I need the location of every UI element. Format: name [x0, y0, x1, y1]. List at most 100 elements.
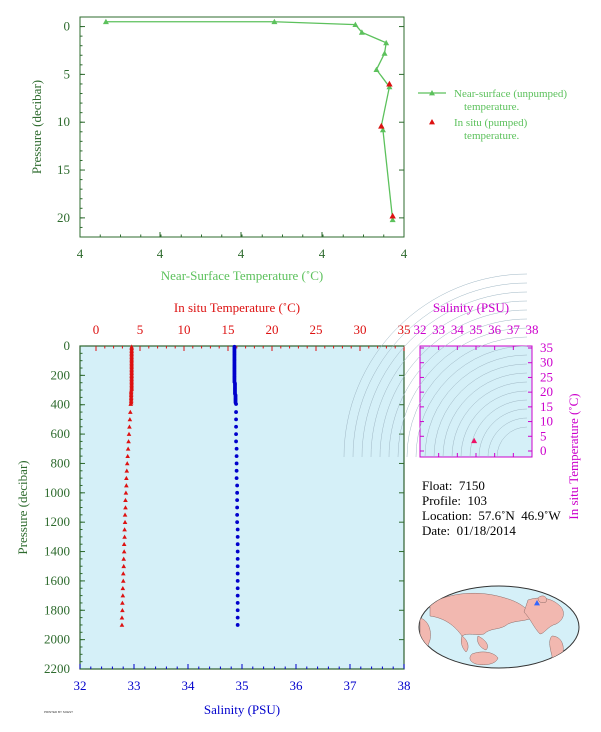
density-contour — [478, 408, 528, 458]
ts-temp-title: In situ Temperature (˚C) — [566, 393, 581, 519]
north-america-landmass — [523, 597, 564, 635]
near-surface-point — [381, 50, 388, 56]
sal-tick-label: 36 — [290, 678, 304, 693]
pres-tick-label: 800 — [51, 455, 71, 470]
ts-sal-tick-label: 38 — [526, 322, 539, 337]
salinity-point — [235, 571, 240, 576]
ts-sal-tick-label: 35 — [470, 322, 483, 337]
pres-tick-label: 200 — [51, 367, 71, 382]
temp-point — [127, 417, 133, 422]
temp-point — [124, 468, 130, 473]
temp-point — [126, 431, 132, 436]
world-map — [418, 585, 580, 669]
legend-label-near-surface: Near-surface (unpumped) — [454, 88, 567, 100]
salinity-point — [235, 593, 240, 598]
float-info: Float: 7150 Profile: 103 Location: 57.6˚… — [422, 478, 561, 538]
ts-sal-tick-label: 34 — [451, 322, 465, 337]
pres-tick-label: 1800 — [44, 602, 70, 617]
salinity-point — [234, 432, 238, 436]
salinity-point — [235, 579, 240, 583]
sal-tick-label: 35 — [236, 678, 249, 693]
se-asia-landmass — [477, 635, 488, 651]
salinity-point — [234, 424, 238, 429]
temp-point — [124, 461, 130, 466]
salinity-point — [235, 520, 240, 525]
pres-tick-label: 1600 — [44, 573, 70, 588]
pres-tick-label: 2000 — [44, 632, 70, 647]
near-surface-point — [386, 83, 393, 90]
salinity-point — [234, 410, 238, 414]
temp-point — [120, 607, 125, 613]
salinity-point — [235, 498, 240, 503]
ts-point — [471, 437, 478, 444]
temp-point — [127, 424, 132, 429]
ts-temp-tick-label: 15 — [540, 399, 553, 414]
main-plot-frame — [79, 345, 405, 670]
ts-temp-tick-label: 0 — [540, 443, 547, 458]
temp-point — [120, 585, 126, 591]
ts-temp-tick-label: 10 — [540, 414, 553, 429]
near-surface-point — [373, 66, 380, 73]
in-situ-point — [389, 212, 396, 219]
density-contour — [469, 399, 528, 458]
temp-point — [126, 439, 131, 444]
ts-temp-tick-label: 5 — [540, 428, 547, 443]
temp-axis-title: In situ Temperature (˚C) — [174, 300, 300, 315]
density-contour — [433, 363, 528, 458]
top-ytick-label: 5 — [64, 66, 71, 81]
pres-tick-label: 1200 — [44, 514, 70, 529]
near-surface-point — [102, 18, 109, 25]
pres-tick-label: 400 — [51, 397, 71, 412]
temp-point — [123, 497, 128, 502]
temp-point — [125, 446, 131, 451]
near-surface-point — [352, 21, 359, 28]
density-contour — [487, 417, 528, 458]
temp-tick-label: 15 — [222, 322, 235, 337]
salinity-point — [234, 476, 239, 481]
legend-marker-in-situ — [429, 119, 435, 125]
salinity-point — [235, 512, 240, 517]
sal-tick-label: 38 — [398, 678, 411, 693]
salinity-point — [235, 623, 240, 627]
temp-point — [123, 505, 128, 510]
legend-marker-near-surface — [429, 90, 435, 96]
temp-tick-label: 35 — [398, 322, 411, 337]
pres-axis-title: Pressure (decibar) — [15, 460, 30, 554]
temp-tick-label: 20 — [266, 322, 279, 337]
near-surface-point — [383, 39, 390, 46]
temp-point — [119, 622, 125, 627]
sal-tick-label: 33 — [128, 678, 141, 693]
ts-sal-title: Salinity (PSU) — [433, 300, 509, 315]
temp-point — [122, 519, 128, 525]
top-xtick-label: 4 — [319, 246, 326, 261]
sal-tick-label: 34 — [182, 678, 196, 693]
in-situ-point — [386, 80, 393, 87]
temp-point — [121, 556, 127, 561]
sal-tick-label: 37 — [344, 678, 358, 693]
density-contour — [370, 300, 528, 458]
salinity-point — [235, 505, 240, 510]
salinity-point — [235, 586, 240, 591]
temp-point — [121, 563, 127, 569]
top-plot-frame — [79, 16, 405, 238]
float-location-marker — [534, 600, 540, 606]
pres-tick-label: 2200 — [44, 661, 70, 676]
legend-label-near-surface-2: temperature. — [464, 101, 520, 113]
density-contour — [424, 354, 528, 458]
density-contour — [442, 372, 528, 458]
near-surface-point — [271, 18, 278, 25]
ts-temp-tick-label: 25 — [540, 369, 553, 384]
sal-axis-title: Salinity (PSU) — [204, 702, 280, 717]
temp-point — [122, 534, 127, 539]
temp-point — [120, 578, 126, 583]
location: Location: 57.6˚N 46.9˚W — [422, 508, 561, 523]
salinity-point — [235, 534, 240, 539]
salinity-point — [235, 542, 240, 547]
temp-point — [121, 541, 127, 547]
density-contour — [397, 327, 528, 458]
greenland-landmass — [537, 595, 547, 604]
density-contour — [361, 291, 528, 458]
profile-number: Profile: 103 — [422, 493, 487, 508]
temp-point — [119, 615, 125, 620]
